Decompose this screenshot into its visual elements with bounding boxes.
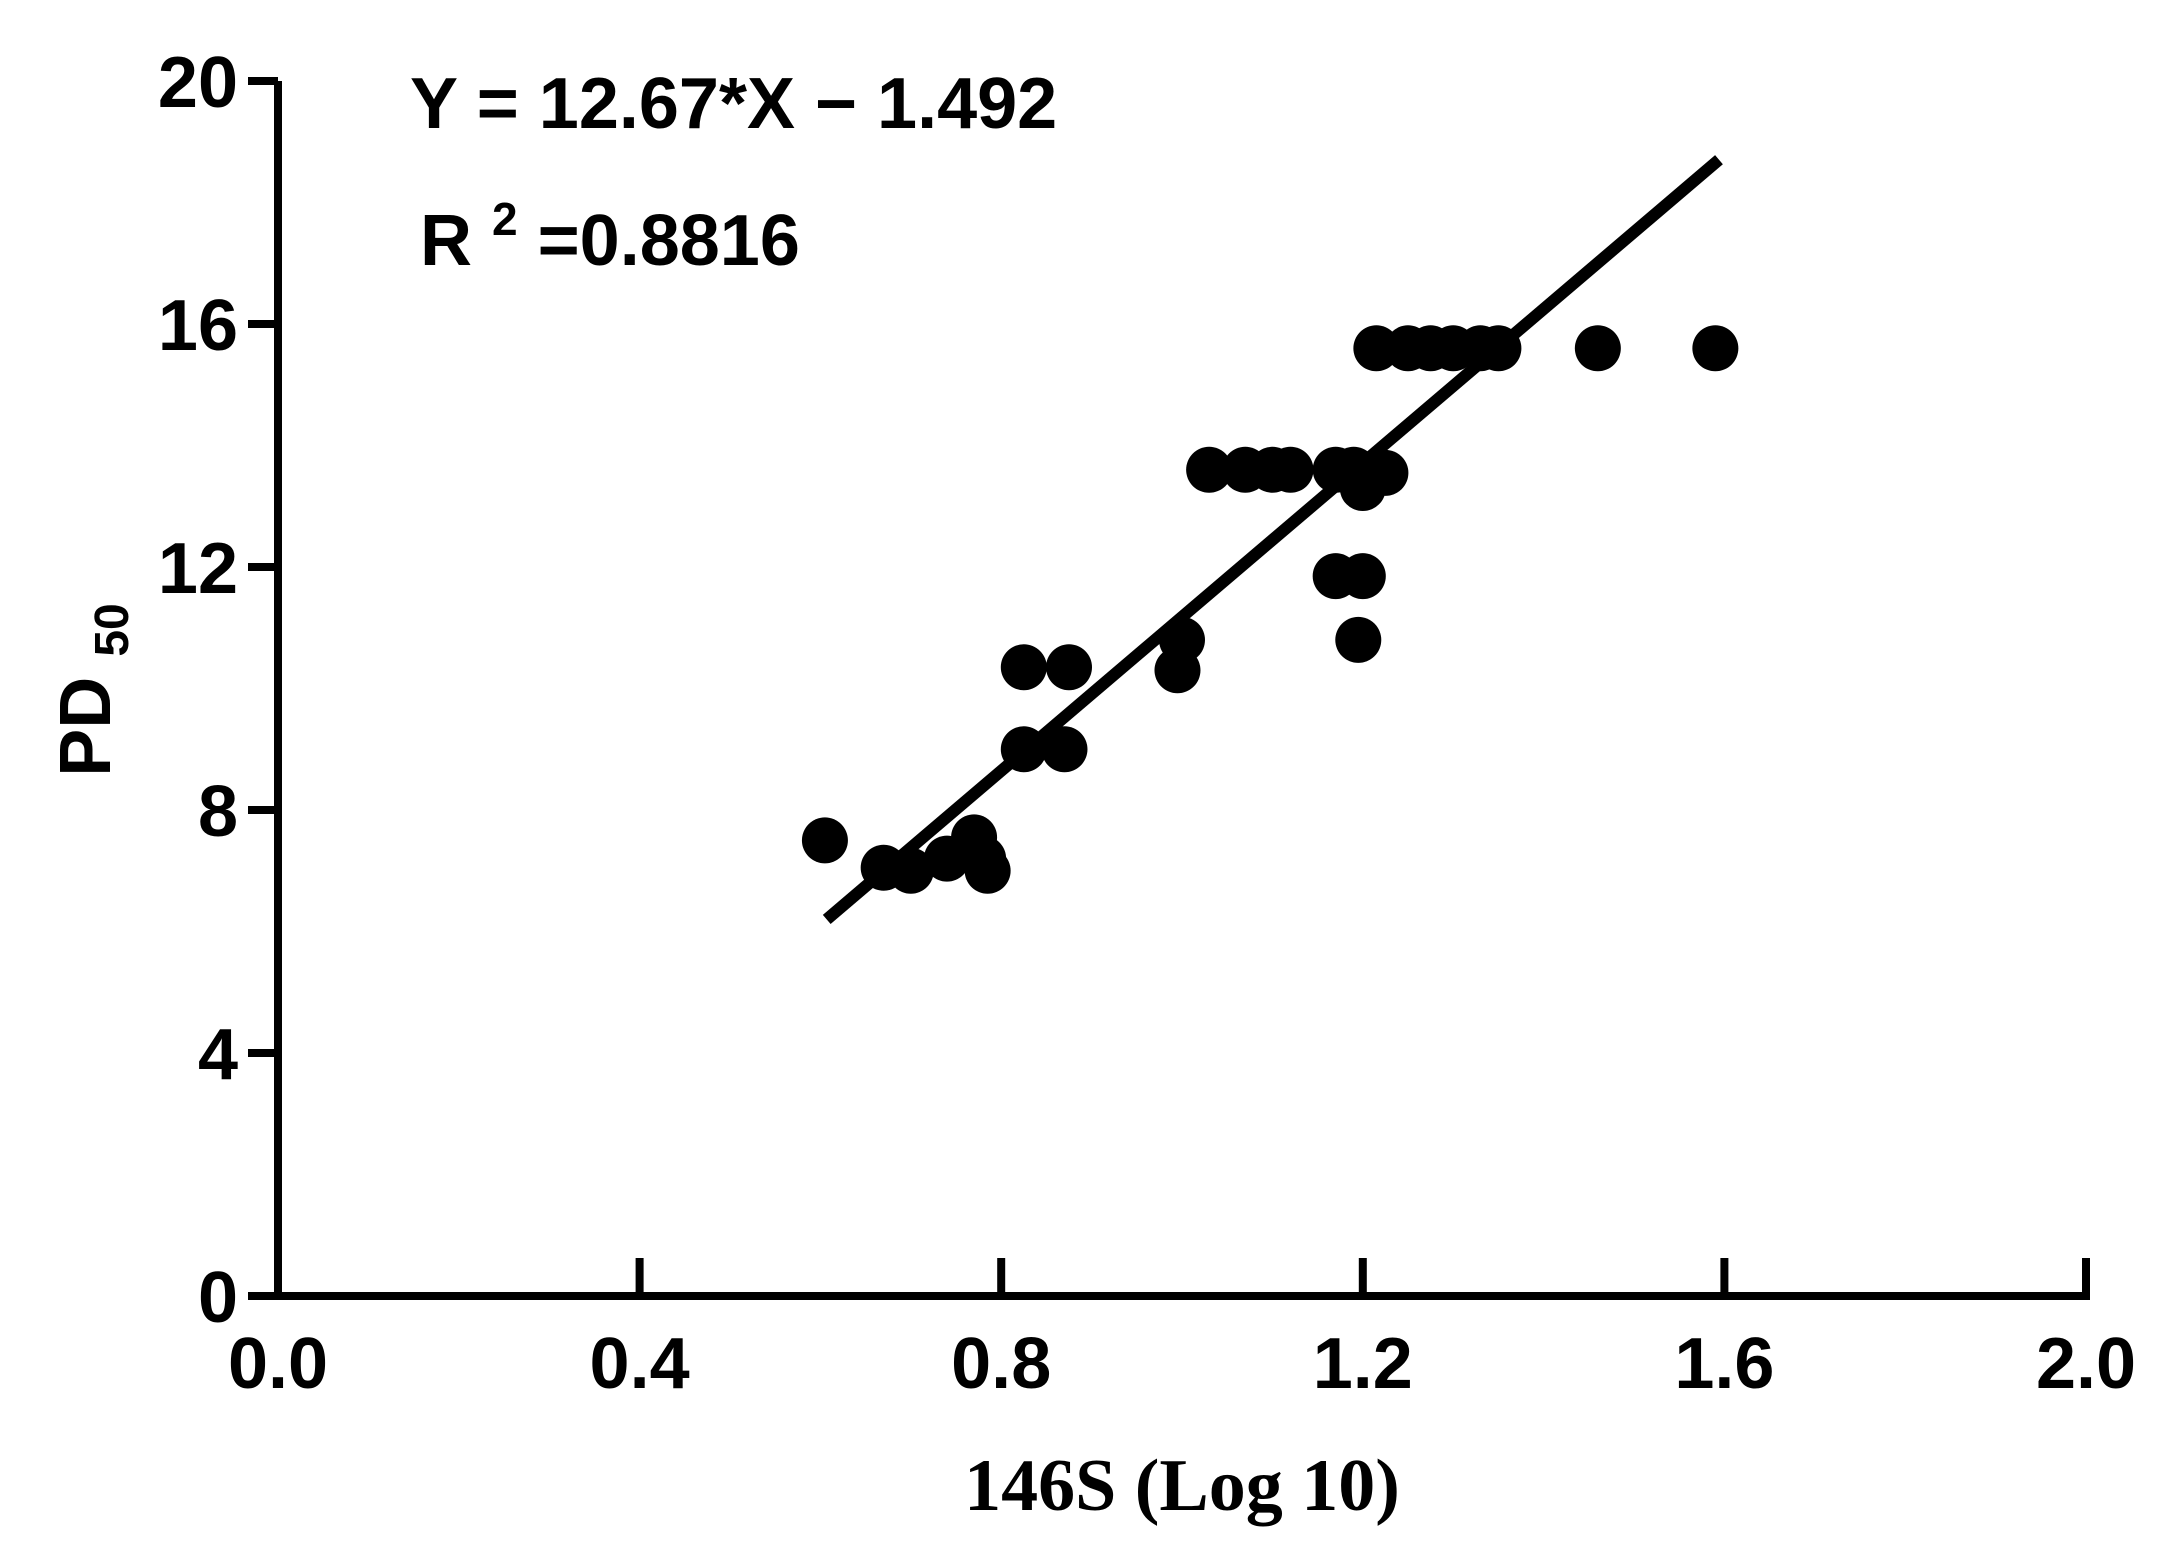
data-point — [1000, 644, 1047, 691]
y-axis-label: PD 50 — [46, 603, 139, 776]
y-tick-label: 0 — [198, 1258, 238, 1338]
y-tick-label: 12 — [158, 529, 238, 609]
x-axis-ticks: 0.0 0.4 0.8 1.2 1.6 2.0 — [228, 1258, 2136, 1404]
data-point — [1046, 644, 1092, 691]
data-point — [801, 817, 848, 864]
y-tick-label: 4 — [198, 1015, 238, 1095]
y-tick-label: 20 — [158, 43, 238, 123]
data-point — [1353, 325, 1400, 372]
data-point — [887, 847, 934, 894]
data-points — [801, 325, 1739, 894]
data-point — [1041, 726, 1088, 773]
r-squared-prefix: R — [420, 201, 472, 281]
regression-line — [822, 155, 1723, 924]
data-point — [1186, 446, 1233, 493]
y-tick-label: 8 — [198, 772, 238, 852]
r-squared-annotation: R 2 =0.8816 — [420, 171, 800, 281]
x-tick-label: 1.2 — [1313, 1324, 1413, 1404]
regression-equation: Y = 12.67*X − 1.492 — [410, 64, 1057, 144]
data-point — [1000, 726, 1047, 773]
data-point — [1154, 647, 1201, 694]
y-axis-ticks: 0 4 8 12 16 20 — [158, 43, 278, 1338]
data-point — [1475, 325, 1522, 372]
x-tick-label: 0.4 — [590, 1324, 690, 1404]
data-point — [1335, 616, 1382, 663]
x-tick-label: 0.0 — [228, 1324, 328, 1404]
x-tick-label: 0.8 — [951, 1324, 1051, 1404]
x-tick-label: 2.0 — [2036, 1324, 2136, 1404]
r-squared-superscript: 2 — [492, 193, 518, 245]
y-axis-label-main: PD — [46, 677, 126, 777]
r-squared-value: =0.8816 — [538, 201, 800, 281]
y-axis-label-subscript: 50 — [86, 603, 139, 656]
x-tick-label: 1.6 — [1674, 1324, 1774, 1404]
data-point — [1574, 325, 1621, 372]
data-point — [1339, 553, 1386, 600]
data-point — [1362, 449, 1409, 496]
x-axis-label: 146S (Log 10) — [964, 1445, 1400, 1527]
y-tick-label: 16 — [158, 286, 238, 366]
data-point — [1692, 325, 1739, 372]
data-point — [1267, 446, 1314, 493]
data-point — [964, 847, 1011, 894]
